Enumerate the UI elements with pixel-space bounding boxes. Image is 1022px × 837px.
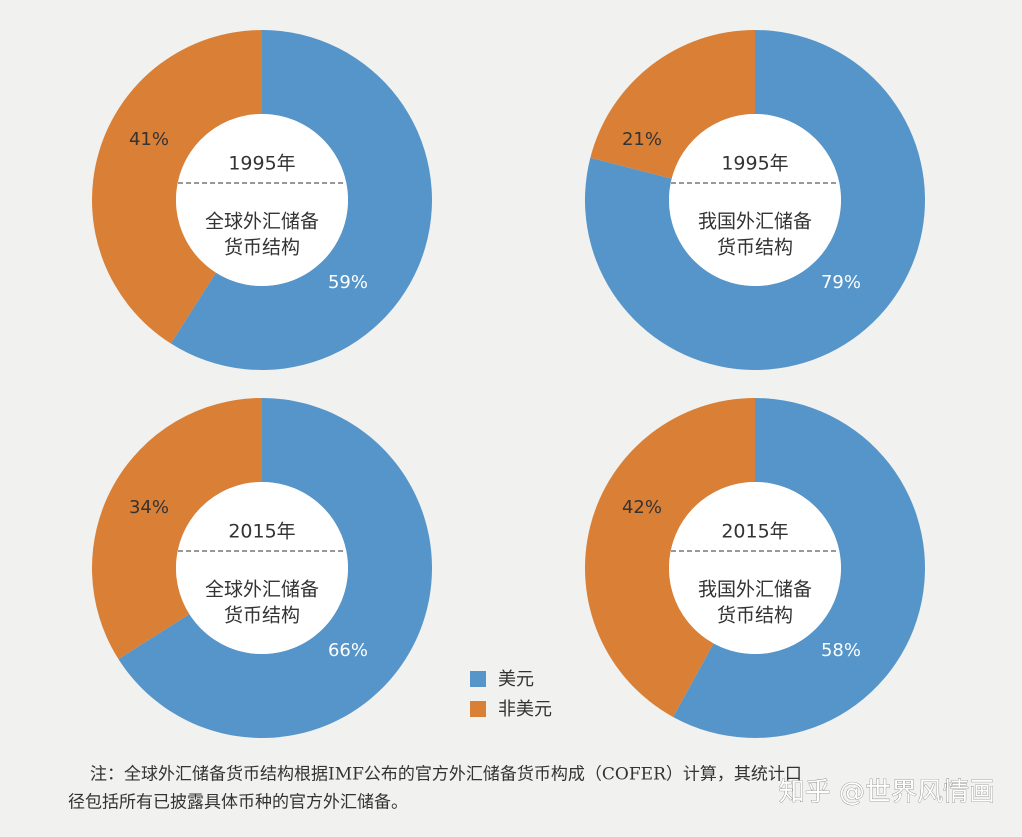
year-label: 2015年 <box>721 521 788 543</box>
donut-slice <box>170 30 433 370</box>
year-label: 2015年 <box>228 521 295 543</box>
year-label: 1995年 <box>721 153 788 175</box>
note-line: 径包括所有已披露具体币种的官方外汇储备。 <box>68 793 408 813</box>
year-label: 1995年 <box>228 153 295 175</box>
center-label: 货币结构 <box>224 237 300 259</box>
donut-hole <box>176 482 348 654</box>
legend-swatch <box>470 701 486 717</box>
donut-slice <box>91 398 262 660</box>
center-label: 货币结构 <box>717 605 793 627</box>
value-label: 59% <box>328 272 368 293</box>
value-label: 41% <box>129 129 169 150</box>
center-label: 全球外汇储备 <box>205 579 319 601</box>
center-label: 我国外汇储备 <box>698 211 812 233</box>
value-label: 42% <box>622 497 662 518</box>
value-label: 21% <box>622 129 662 150</box>
center-label: 我国外汇储备 <box>698 579 812 601</box>
donut-slice <box>585 30 925 370</box>
donut-slice <box>118 398 432 738</box>
legend-swatch <box>470 671 486 687</box>
donut-slice <box>673 398 925 738</box>
value-label: 58% <box>821 640 861 661</box>
donut-hole <box>669 482 841 654</box>
center-label: 货币结构 <box>717 237 793 259</box>
donut-hole <box>176 114 348 286</box>
value-label: 34% <box>129 497 169 518</box>
legend-label: 美元 <box>498 669 534 690</box>
donut-slice <box>590 29 755 179</box>
donut-slice <box>585 398 755 717</box>
center-label: 货币结构 <box>224 605 300 627</box>
note-line: 注：全球外汇储备货币结构根据IMF公布的官方外汇储备货币构成（COFER）计算，… <box>90 765 802 785</box>
center-label: 全球外汇储备 <box>205 211 319 233</box>
donut-hole <box>669 114 841 286</box>
legend-label: 非美元 <box>498 699 552 720</box>
watermark: 知乎 @世界风情画 <box>779 778 995 808</box>
value-label: 66% <box>328 640 368 661</box>
value-label: 79% <box>821 272 861 293</box>
donut-slice <box>92 29 262 344</box>
